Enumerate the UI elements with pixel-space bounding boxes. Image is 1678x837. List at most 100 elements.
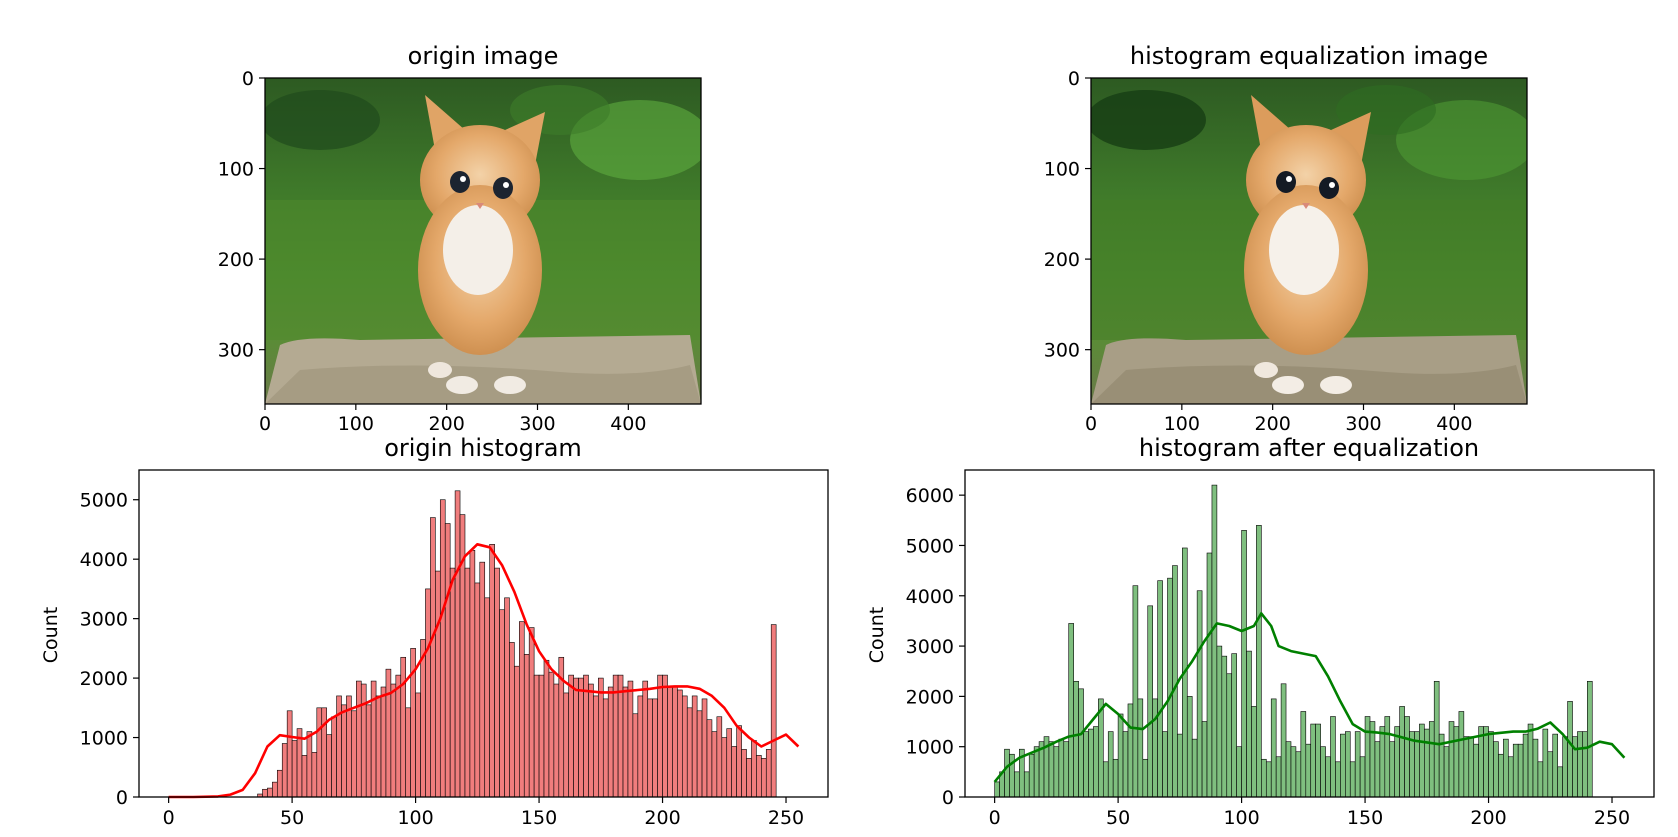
equalized-image-panel: histogram equalization image 0 100 200 300 4… xyxy=(1044,42,1528,435)
plot-frame xyxy=(138,469,829,798)
histogram-bar xyxy=(1374,741,1381,798)
histogram-bar xyxy=(454,490,461,798)
x-tick-label: 400 xyxy=(1436,413,1472,435)
histogram-bar xyxy=(1063,741,1070,798)
histogram-bar xyxy=(770,624,777,798)
histogram-bar xyxy=(499,609,505,798)
histogram-bar xyxy=(1532,738,1539,798)
histogram-bar xyxy=(1498,753,1504,798)
histogram-bar xyxy=(509,642,515,798)
histogram-bar xyxy=(1172,565,1178,798)
histogram-bar xyxy=(647,698,653,798)
histogram-bar xyxy=(765,749,772,798)
x-tick-label: 400 xyxy=(610,413,646,435)
x-tick-label: 100 xyxy=(1164,413,1200,435)
histogram-bar xyxy=(464,567,471,798)
plot-frame xyxy=(964,469,1655,798)
histogram-bar xyxy=(1117,713,1124,798)
histogram-bar xyxy=(602,698,609,798)
histogram-bar xyxy=(726,728,732,798)
histogram-bar xyxy=(484,597,490,798)
histogram-bar xyxy=(1354,731,1361,798)
histogram-bar xyxy=(1177,733,1183,798)
x-tick-label: 100 xyxy=(338,413,374,435)
histogram-bar xyxy=(1221,655,1228,798)
histogram-bar xyxy=(1211,484,1218,798)
histogram-bar xyxy=(1349,761,1356,798)
histogram-bar xyxy=(1102,761,1109,798)
histogram-bar xyxy=(1300,711,1307,798)
histogram-bar xyxy=(1320,746,1326,798)
y-tick-label: 4000 xyxy=(80,549,128,571)
y-tick-label: 2000 xyxy=(906,686,954,708)
histogram-bar xyxy=(1364,716,1371,798)
histogram-bar xyxy=(1196,590,1203,798)
histogram-bar xyxy=(291,740,298,798)
histogram-bar xyxy=(1404,716,1410,798)
histogram-bar xyxy=(1577,731,1583,798)
histogram-bar xyxy=(667,686,673,798)
histogram-bar xyxy=(1587,680,1593,798)
histogram-bar xyxy=(1078,688,1084,798)
histogram-bar xyxy=(622,686,629,798)
kitten-photo xyxy=(265,78,701,404)
histogram-bar xyxy=(1295,751,1302,798)
histogram-bar xyxy=(444,523,451,798)
histogram-bar xyxy=(1552,733,1558,798)
histogram-bar xyxy=(1290,746,1297,798)
histogram-bar xyxy=(548,671,555,798)
histogram-bar xyxy=(681,695,688,798)
histogram-bar xyxy=(528,627,535,798)
histogram-bar xyxy=(276,769,283,798)
histogram-bar xyxy=(721,737,728,798)
histogram-bar xyxy=(356,680,362,798)
y-tick-label: 4000 xyxy=(906,586,954,608)
histogram-bar xyxy=(731,746,737,798)
kde-curve xyxy=(993,612,1626,783)
histogram-bar xyxy=(281,743,288,798)
histogram-bar xyxy=(696,710,703,798)
histogram-bar xyxy=(533,674,540,798)
histogram-bar xyxy=(272,781,278,798)
histogram-bar xyxy=(1285,741,1292,798)
histogram-bar xyxy=(593,695,599,798)
x-tick-label: 200 xyxy=(429,413,465,435)
histogram-bar xyxy=(761,758,767,798)
histogram-bar xyxy=(1083,731,1089,798)
histogram-bar xyxy=(751,740,757,798)
x-tick-label: 200 xyxy=(1255,413,1291,435)
histogram-bar xyxy=(1251,706,1257,798)
histogram-bar xyxy=(306,731,313,798)
histogram-bar xyxy=(573,677,579,798)
histogram-bar xyxy=(1340,733,1346,798)
histogram-bar xyxy=(1167,577,1173,798)
y-tick-label: 6000 xyxy=(906,485,954,507)
histogram-bar xyxy=(405,707,411,798)
histogram-bar xyxy=(1053,746,1060,798)
origin-image-title: origin image xyxy=(408,42,559,70)
histogram-bar xyxy=(543,659,550,798)
histogram-bar xyxy=(1127,703,1134,798)
x-tick-label: 50 xyxy=(280,807,304,829)
histogram-bar xyxy=(430,517,436,798)
histogram-bar xyxy=(568,674,574,798)
histogram-bar xyxy=(716,716,723,798)
x-tick-label: 0 xyxy=(1085,413,1097,435)
x-tick-label: 0 xyxy=(163,807,175,829)
histogram-bar xyxy=(657,674,663,798)
histogram-bar xyxy=(677,689,683,798)
histogram-bar xyxy=(439,499,446,798)
histogram-bar xyxy=(1517,743,1524,798)
histogram-bar xyxy=(1335,761,1341,798)
equalized-image-axes: 0 100 200 300 400 0 100 200 300 xyxy=(1044,68,1473,435)
histogram-bar xyxy=(1186,696,1193,798)
y-tick-label: 1000 xyxy=(80,728,128,750)
origin-histogram-panel: origin histogram Count 0 50 100 150 200 250 0 1… xyxy=(40,434,829,829)
y-tick-label: 100 xyxy=(1044,159,1080,181)
histogram-bar xyxy=(400,656,407,798)
histogram-bar xyxy=(607,686,614,798)
histogram-bar xyxy=(375,695,382,798)
histogram-bar xyxy=(1068,623,1074,798)
histogram-bar xyxy=(588,683,594,798)
histogram-bar xyxy=(1157,580,1163,798)
